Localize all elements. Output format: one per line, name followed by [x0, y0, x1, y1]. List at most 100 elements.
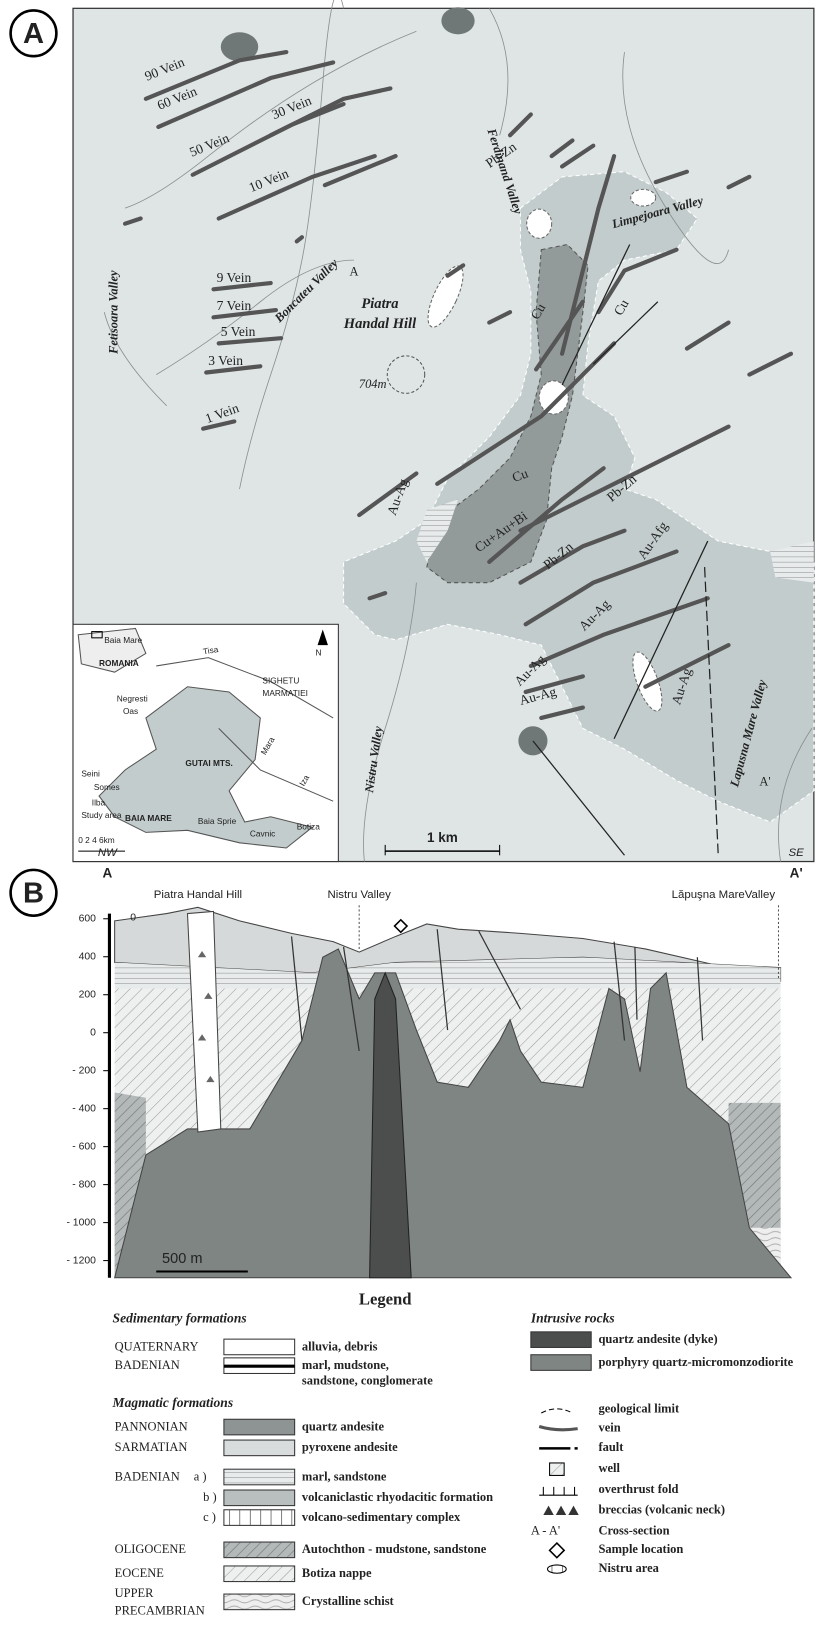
legend-age: QUATERNARY	[115, 1339, 199, 1353]
legend-sub: a )	[194, 1469, 207, 1483]
top-label: 0	[130, 912, 136, 923]
vein-label: 7 Vein	[217, 298, 252, 313]
legend-text: quartz andesite	[302, 1419, 385, 1433]
inset-label: Cavnic	[250, 829, 275, 839]
legend-text: volcano-sedimentary complex	[302, 1510, 461, 1524]
vein-label: 3 Vein	[208, 353, 243, 368]
depth-tick-label: - 200	[72, 1065, 96, 1076]
inset-label: 0 2 4 6km	[78, 835, 115, 845]
place-label: A'	[759, 774, 770, 788]
legend-text: marl, mudstone,	[302, 1358, 389, 1372]
legend-text: pyroxene andesite	[302, 1440, 398, 1454]
vein-label: 5 Vein	[221, 324, 256, 339]
figure: A90 Vein60 Vein50 Vein30 Vein10 Vein9 Ve…	[0, 0, 838, 1644]
inset-label: SIGHETU	[262, 676, 299, 686]
legend-swatch	[224, 1440, 295, 1456]
legend-swatch	[531, 1332, 591, 1348]
inset-label: Seini	[81, 768, 100, 778]
inset-label: Oas	[123, 706, 138, 716]
place-label: Fetisoara Valley	[107, 270, 121, 355]
legend-text: quartz andesite (dyke)	[598, 1332, 717, 1346]
depth-tick-label: 400	[79, 951, 97, 962]
place-label: Piatra	[361, 296, 398, 312]
legend-age: UPPER	[115, 1586, 154, 1600]
inset-label: BAIA MARE	[125, 813, 172, 823]
depth-tick-label: 0	[90, 1027, 96, 1038]
legend-heading: Intrusive rocks	[530, 1310, 615, 1325]
scale-label: 500 m	[162, 1251, 202, 1267]
legend-text: fault	[598, 1440, 624, 1454]
legend-swatch	[224, 1419, 295, 1435]
inset-label: Negresti	[117, 693, 148, 703]
legend-text: sandstone, conglomerate	[302, 1374, 433, 1388]
legend-text: porphyry quartz-micromonzodiorite	[598, 1355, 793, 1369]
place-label: Lăpuşna MareValley	[672, 889, 776, 901]
sample-location	[395, 920, 407, 932]
andesite-body	[441, 7, 474, 34]
section-end-label: A'	[790, 866, 803, 881]
andesite-body	[518, 726, 547, 755]
legend-text: vein	[598, 1420, 620, 1434]
inset-label: Baia Sprie	[198, 816, 237, 826]
legend-swatch	[224, 1490, 295, 1506]
page: { "panel_a": { "label": "A", "vein_label…	[0, 0, 838, 1644]
legend-text: volcaniclastic rhyodacitic formation	[302, 1490, 493, 1504]
depth-tick-label: - 600	[72, 1141, 96, 1152]
legend-swatch	[224, 1469, 295, 1485]
legend-key: A - A'	[531, 1523, 560, 1537]
legend-swatch	[224, 1542, 295, 1558]
legend-text: well	[598, 1461, 620, 1475]
place-label: Piatra Handal Hill	[154, 889, 242, 901]
legend-heading: Magmatic formations	[112, 1395, 234, 1410]
legend-age: BADENIAN	[115, 1469, 180, 1483]
legend-swatch	[224, 1566, 295, 1582]
map-panel	[11, 0, 814, 862]
legend-sub: c )	[203, 1510, 216, 1524]
depth-tick-label: 600	[79, 914, 97, 925]
inset-label: Ilba	[92, 797, 106, 807]
legend-text: marl, sandstone	[302, 1469, 387, 1483]
depth-tick-label: 200	[79, 989, 97, 1000]
legend-age: EOCENE	[115, 1566, 164, 1580]
legend-text: Autochthon - mudstone, sandstone	[302, 1542, 487, 1556]
legend-age: PRECAMBRIAN	[115, 1604, 205, 1618]
vein-label: 9 Vein	[217, 270, 252, 285]
legend-swatch	[224, 1339, 295, 1355]
overthrust-symbol	[539, 1487, 577, 1495]
inset-label: GUTAI MTS.	[185, 758, 232, 768]
inset-label: MARMATIEI	[262, 688, 308, 698]
legend-text: geological limit	[598, 1402, 680, 1416]
legend-heading: Sedimentary formations	[113, 1310, 247, 1325]
legend-text: Nistru area	[598, 1561, 659, 1575]
depth-tick-label: - 400	[72, 1103, 96, 1114]
legend-text: overthrust fold	[598, 1482, 678, 1496]
inset-label: Baia Mare	[104, 635, 142, 645]
inset-label: N	[315, 648, 321, 658]
legend-text: Cross-section	[598, 1523, 669, 1537]
inset-label: Study area	[81, 810, 122, 820]
direction-label: NW	[98, 847, 118, 859]
depth-tick-label: - 1000	[66, 1217, 96, 1228]
sample-symbol	[550, 1543, 565, 1558]
place-label: A	[349, 264, 358, 278]
legend-age: BADENIAN	[115, 1358, 180, 1372]
legend-age: PANNONIAN	[115, 1419, 188, 1433]
vein-symbol	[539, 1427, 577, 1430]
place-label: Handal Hill	[343, 316, 417, 332]
legend-age: OLIGOCENE	[115, 1542, 186, 1556]
legend-swatch	[224, 1594, 295, 1610]
depth-tick-label: - 1200	[66, 1255, 96, 1266]
inset-label: Somes	[94, 782, 120, 792]
legend-sub: b )	[203, 1490, 217, 1504]
legend-swatch	[531, 1355, 591, 1371]
direction-label: SE	[789, 847, 805, 859]
panel-label: B	[23, 878, 44, 910]
breccia-symbol	[543, 1506, 578, 1515]
section-end-label: A	[102, 866, 112, 881]
panel-label: A	[23, 18, 44, 50]
scale-label: 1 km	[427, 830, 458, 845]
inset-label: ROMANIA	[99, 658, 139, 668]
depth-tick-label: - 800	[72, 1179, 96, 1190]
geological-limit-symbol	[541, 1409, 572, 1413]
legend-text: alluvia, debris	[302, 1339, 378, 1353]
